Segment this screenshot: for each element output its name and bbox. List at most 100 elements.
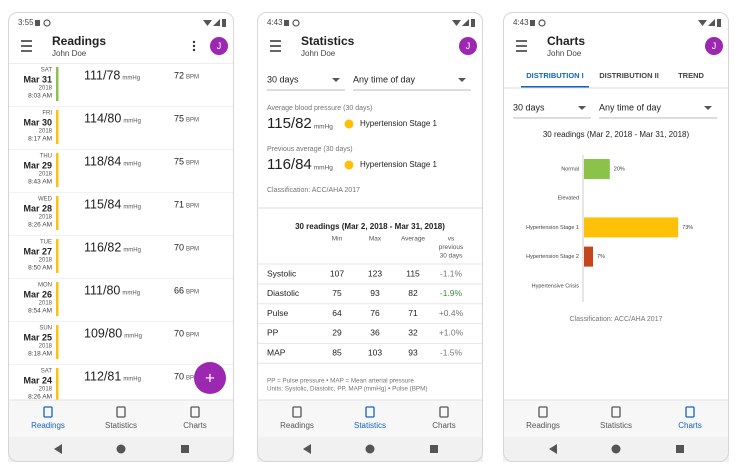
category-label: Normal	[561, 166, 579, 172]
avatar[interactable]	[705, 37, 723, 55]
table-cell: 93	[370, 288, 380, 298]
status-icon	[538, 19, 546, 27]
table-title: 30 readings (Mar 2, 2018 - Mar 31, 2018)	[295, 222, 445, 231]
reading-row[interactable]	[8, 150, 234, 193]
nav-icon[interactable]	[685, 406, 695, 418]
dropdown-arrow	[578, 106, 586, 110]
nav-icon[interactable]	[116, 406, 126, 418]
date: Mar 28	[23, 203, 52, 213]
table-cell: -1.9%	[440, 288, 463, 298]
reading-row[interactable]	[8, 279, 234, 322]
table-header: Average	[401, 236, 425, 243]
table-cell: +1.0%	[439, 328, 464, 338]
bp-unit: mmHg	[123, 377, 141, 383]
date: Mar 29	[23, 160, 52, 170]
signal-icon	[213, 19, 220, 26]
average-label: Average blood pressure (30 days)	[267, 105, 372, 112]
table-cell: 64	[332, 308, 342, 318]
reading-row[interactable]	[8, 193, 234, 236]
nav-icon[interactable]	[292, 406, 302, 418]
phone-screen: 30 days Any time of day Average blood pres…	[257, 12, 483, 462]
table-header: vs	[448, 236, 455, 243]
wifi-icon	[698, 20, 707, 26]
average-label: Previous average (30 days)	[267, 146, 353, 153]
category-label: Hypertension Stage 2	[526, 254, 579, 260]
nav-icon[interactable]	[365, 406, 375, 418]
fab[interactable]	[194, 362, 226, 394]
average-unit: mmHg	[314, 165, 334, 172]
year: 2018	[39, 344, 53, 350]
nav-icon[interactable]	[611, 406, 621, 418]
bottom-nav	[8, 400, 234, 437]
bp-unit: mmHg	[123, 162, 141, 168]
table-cell: -1.5%	[440, 347, 463, 357]
row-label: PP	[267, 328, 279, 338]
bp-unit: mmHg	[124, 334, 142, 340]
home-button[interactable]	[116, 444, 126, 454]
status-icon	[35, 20, 40, 26]
pulse-unit: BPM	[186, 290, 199, 296]
pulse-value: 70	[174, 328, 184, 338]
table-cell: 29	[332, 328, 342, 338]
class-dot	[344, 160, 354, 170]
nav-icon[interactable]	[43, 406, 53, 418]
pulse-unit: BPM	[186, 204, 199, 210]
reading-row[interactable]	[8, 322, 234, 365]
filter-time[interactable]: Any time of day	[353, 74, 416, 84]
nav-label[interactable]: Readings	[280, 421, 314, 430]
back-button[interactable]	[303, 444, 311, 454]
class-label: Hypertension Stage 1	[360, 160, 437, 169]
status-icon	[284, 20, 289, 26]
tab[interactable]: DISTRIBUTION II	[599, 71, 659, 80]
dropdown-arrow	[458, 78, 466, 82]
nav-icon[interactable]	[538, 406, 548, 418]
recents-button[interactable]	[430, 445, 438, 453]
date: Mar 30	[23, 117, 52, 127]
nav-label[interactable]: Statistics	[354, 421, 386, 430]
overflow-menu[interactable]	[192, 48, 196, 52]
weekday: SAT	[41, 369, 53, 375]
reading-row[interactable]	[8, 236, 234, 279]
status-bar	[56, 196, 59, 230]
table-cell: 107	[330, 268, 344, 278]
status-bar	[56, 282, 59, 316]
nav-label[interactable]: Statistics	[105, 421, 137, 430]
overflow-menu[interactable]	[192, 40, 196, 44]
reading-row[interactable]	[8, 107, 234, 150]
reading-row[interactable]	[8, 64, 234, 107]
home-button[interactable]	[611, 444, 621, 454]
table-header: 30 days	[440, 253, 464, 260]
date: Mar 26	[23, 289, 52, 299]
table-cell: 36	[370, 328, 380, 338]
avatar[interactable]	[210, 37, 228, 55]
nav-label[interactable]: Statistics	[600, 421, 632, 430]
tab[interactable]: TREND	[678, 71, 704, 80]
overflow-menu[interactable]	[192, 44, 196, 48]
home-button[interactable]	[365, 444, 375, 454]
avatar[interactable]	[459, 37, 477, 55]
back-button[interactable]	[54, 444, 62, 454]
filter-period[interactable]: 30 days	[513, 102, 545, 112]
nav-label[interactable]: Readings	[31, 421, 65, 430]
nav-icon[interactable]	[190, 406, 200, 418]
filter-time[interactable]: Any time of day	[599, 102, 662, 112]
filter-period[interactable]: 30 days	[267, 74, 299, 84]
status-icon	[292, 19, 300, 27]
nav-label[interactable]: Charts	[678, 421, 702, 430]
footnote: Units: Systolic, Diastolic, PP, MAP (mmH…	[267, 386, 427, 393]
wifi-icon	[452, 20, 461, 26]
bp-value: 109/80	[84, 326, 122, 340]
nav-label[interactable]: Readings	[526, 421, 560, 430]
tab[interactable]: DISTRIBUTION I	[526, 71, 584, 80]
recents-button[interactable]	[181, 445, 189, 453]
recents-button[interactable]	[676, 445, 684, 453]
nav-label[interactable]: Charts	[183, 421, 207, 430]
phone-outline	[8, 12, 234, 462]
nav-label[interactable]: Charts	[432, 421, 456, 430]
back-button[interactable]	[549, 444, 557, 454]
nav-icon[interactable]	[439, 406, 449, 418]
year: 2018	[39, 301, 53, 307]
weekday: TUE	[40, 240, 52, 246]
app-title: Charts	[547, 34, 585, 48]
